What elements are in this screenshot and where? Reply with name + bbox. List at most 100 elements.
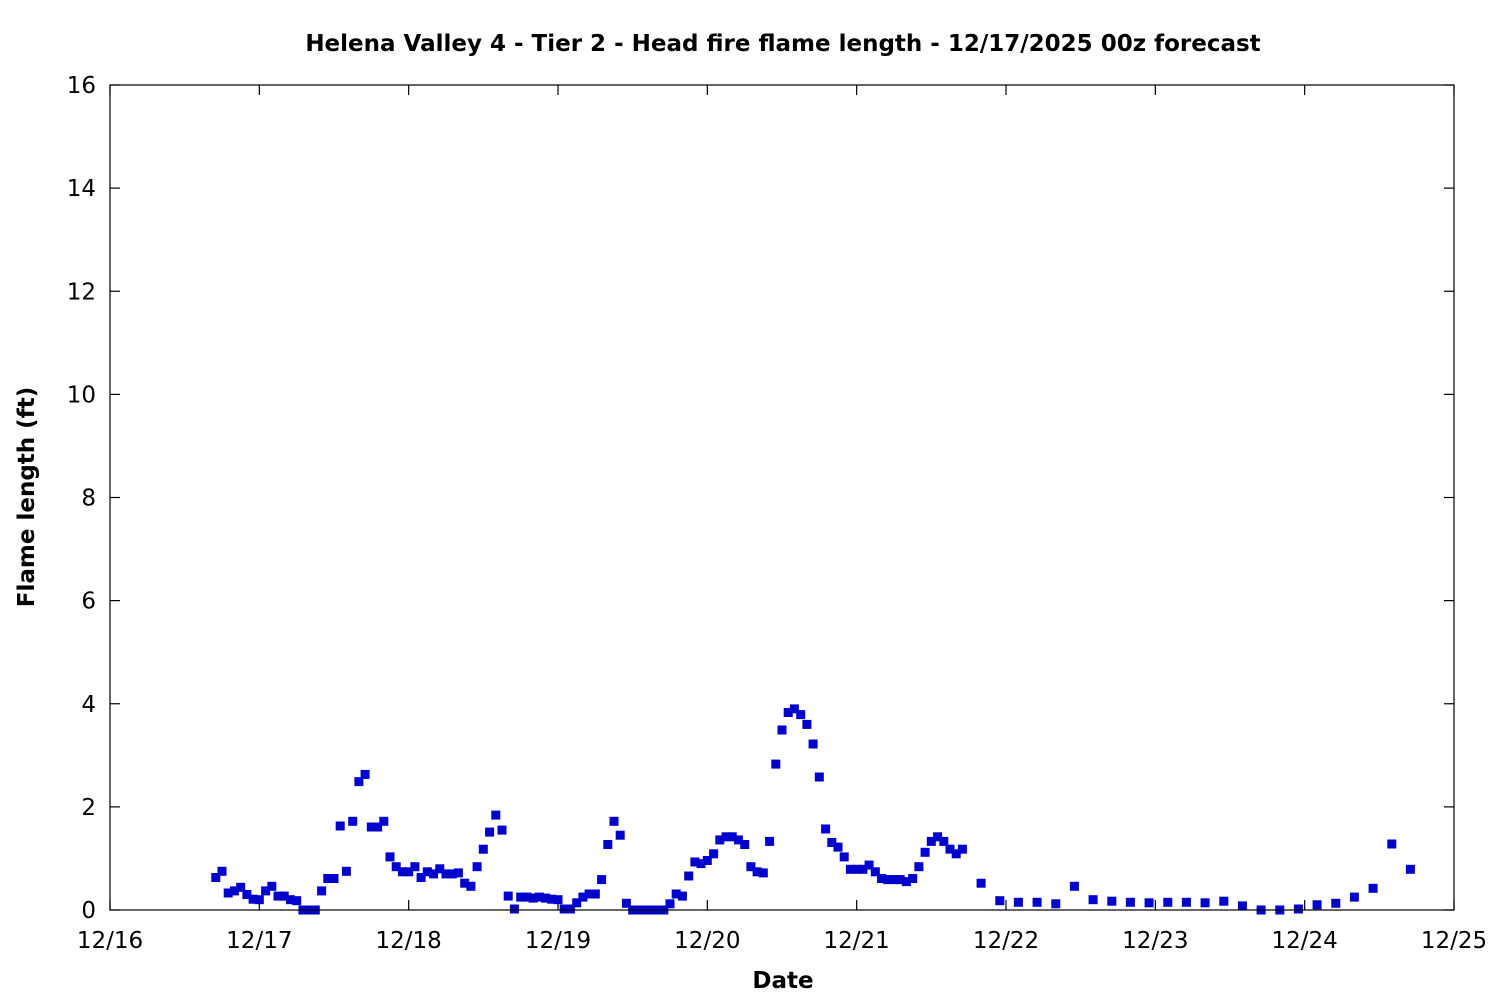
data-point (839, 852, 849, 862)
data-point (211, 873, 221, 882)
y-tick-label: 2 (81, 795, 96, 821)
data-point (603, 840, 613, 849)
data-point (279, 891, 289, 901)
data-point (908, 874, 918, 883)
data-point (491, 810, 501, 820)
data-point (740, 840, 750, 849)
data-point (690, 857, 700, 867)
data-point (1387, 839, 1397, 849)
data-point (534, 892, 544, 902)
data-point (783, 708, 793, 717)
data-point (354, 777, 364, 787)
data-point (584, 889, 594, 899)
data-point (453, 868, 463, 878)
data-point (503, 891, 513, 901)
data-point (292, 896, 302, 906)
x-tick-label: 12/21 (824, 928, 890, 954)
data-point (920, 847, 930, 857)
data-point (1051, 899, 1061, 909)
data-point (366, 822, 376, 832)
data-point (709, 849, 719, 859)
data-point (1013, 897, 1023, 907)
data-point (1368, 883, 1378, 893)
x-tick-label: 12/23 (1122, 928, 1188, 954)
data-point (522, 892, 532, 902)
x-tick-label: 12/16 (77, 928, 143, 954)
data-point (665, 899, 675, 909)
data-point (771, 759, 781, 769)
data-point (939, 836, 949, 846)
chart-title: Helena Valley 4 - Tier 2 - Head fire fla… (305, 31, 1260, 57)
data-point (845, 864, 855, 874)
data-point (715, 835, 725, 845)
data-point (895, 875, 905, 885)
data-point (933, 832, 943, 842)
x-tick-label: 12/18 (376, 928, 442, 954)
data-point (733, 835, 743, 845)
data-point (883, 875, 893, 885)
data-point (702, 856, 712, 865)
x-tick-label: 12/17 (226, 928, 292, 954)
data-point (441, 869, 451, 879)
data-point (597, 875, 607, 885)
data-point (547, 894, 557, 904)
data-point (677, 891, 687, 901)
data-point (945, 844, 955, 854)
data-point (565, 904, 575, 914)
data-point (429, 869, 439, 879)
data-point (1219, 896, 1229, 906)
y-tick-label: 6 (81, 589, 96, 615)
data-point (1293, 904, 1303, 914)
data-point (1331, 898, 1341, 908)
y-tick-label: 0 (81, 898, 96, 924)
data-point (796, 710, 806, 720)
data-point (802, 719, 812, 729)
data-point (335, 821, 345, 831)
y-tick-label: 4 (81, 692, 96, 718)
x-tick-label: 12/20 (674, 928, 740, 954)
data-point (242, 890, 252, 899)
data-point (528, 893, 538, 903)
y-tick-label: 16 (67, 73, 96, 99)
data-point (852, 864, 862, 874)
data-point (460, 878, 470, 888)
data-point (609, 816, 619, 826)
data-point (1349, 892, 1359, 902)
data-point (827, 838, 837, 847)
data-point (248, 894, 258, 904)
data-point (758, 868, 768, 878)
data-point (553, 895, 563, 905)
data-point (391, 862, 401, 872)
data-point (397, 867, 407, 877)
data-point (951, 849, 961, 859)
data-point (752, 867, 762, 877)
data-point (789, 704, 799, 714)
data-point (1032, 897, 1042, 907)
data-point (516, 892, 526, 902)
data-point (236, 882, 246, 892)
data-point (1237, 901, 1247, 911)
data-point (435, 864, 445, 874)
data-point (833, 842, 843, 852)
data-point (590, 889, 600, 899)
data-point (223, 888, 233, 898)
data-point (1107, 896, 1117, 906)
data-point (360, 769, 370, 779)
data-point (1144, 898, 1154, 908)
data-point (578, 892, 588, 902)
data-point (509, 904, 519, 914)
data-point (814, 772, 824, 782)
x-tick-label: 12/24 (1272, 928, 1338, 954)
data-point (877, 874, 887, 883)
data-point (858, 864, 868, 874)
data-point (1069, 881, 1079, 891)
data-point (447, 869, 457, 879)
y-tick-label: 8 (81, 486, 96, 512)
data-point (621, 898, 631, 908)
y-axis-label: Flame length (ft) (14, 387, 40, 607)
data-point (404, 867, 414, 877)
data-point (1312, 900, 1322, 910)
data-point (957, 844, 967, 854)
